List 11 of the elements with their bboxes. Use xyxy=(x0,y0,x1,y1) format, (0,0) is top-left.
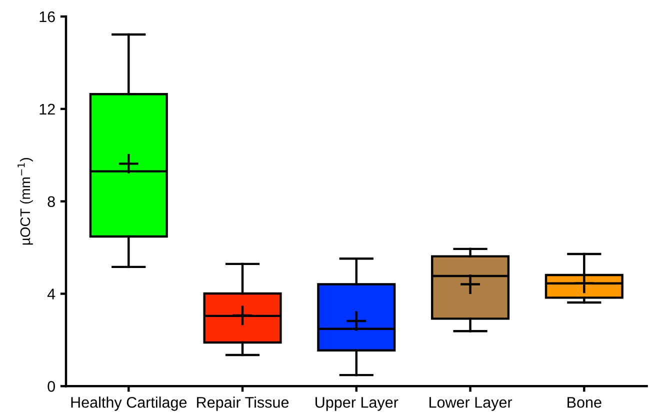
x-tick-label: Healthy Cartilage xyxy=(71,396,187,411)
y-tick-label: 0 xyxy=(48,381,55,392)
x-tick-label: Bone xyxy=(568,397,602,408)
y-tick-label: 16 xyxy=(40,11,55,22)
x-tick-label: Lower Layer xyxy=(430,397,512,411)
y-tick-label: 4 xyxy=(47,288,56,300)
x-tick-label: Upper Layer xyxy=(316,397,398,411)
x-tick-label: Repair Tissue xyxy=(197,396,289,411)
y-tick-label: 8 xyxy=(48,196,55,208)
y-tick-label: 12 xyxy=(40,104,55,114)
y-axis-title: µOCT (mm$^{−1}$) xyxy=(18,158,33,245)
